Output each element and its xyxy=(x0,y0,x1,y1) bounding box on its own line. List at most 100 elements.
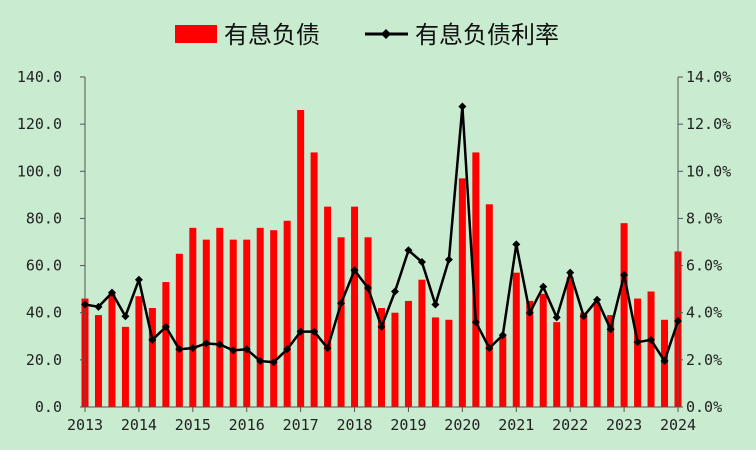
bar xyxy=(378,308,385,407)
rate-point xyxy=(161,322,170,331)
rate-point xyxy=(404,246,413,255)
bar xyxy=(243,239,251,407)
bar xyxy=(431,317,439,407)
rate-point xyxy=(256,357,265,366)
rate-point xyxy=(498,331,507,340)
bar xyxy=(229,239,237,407)
rate-point xyxy=(94,302,103,311)
bar xyxy=(620,223,628,407)
bar xyxy=(121,326,129,407)
rate-point xyxy=(81,300,89,309)
rate-point xyxy=(269,358,278,367)
rate-point xyxy=(242,345,251,354)
x-tick-label: 2017 xyxy=(283,416,319,434)
right-tick-label: 4.0% xyxy=(686,304,722,322)
rate-point xyxy=(310,327,319,336)
rate-point xyxy=(337,299,346,308)
rate-point xyxy=(593,295,602,304)
legend-label-rate: 有息负债利率 xyxy=(415,21,559,49)
bar xyxy=(337,237,345,407)
right-tick-label: 6.0% xyxy=(686,257,722,275)
bar xyxy=(445,319,453,407)
rate-point xyxy=(525,308,534,317)
bar xyxy=(607,315,615,407)
bar xyxy=(189,227,197,407)
bar xyxy=(256,227,264,407)
left-tick-label: 20.0 xyxy=(26,351,62,369)
rate-point xyxy=(431,300,440,309)
rate-point xyxy=(148,335,157,344)
rate-point xyxy=(552,313,561,322)
bar xyxy=(485,204,493,407)
bar xyxy=(135,296,143,407)
bar xyxy=(324,206,332,407)
bar xyxy=(216,227,224,407)
bar xyxy=(580,312,588,407)
rate-point xyxy=(444,255,453,264)
left-tick-label: 60.0 xyxy=(26,257,62,275)
bar xyxy=(499,336,507,407)
right-tick-label: 10.0% xyxy=(686,162,731,180)
right-tick-label: 14.0% xyxy=(686,68,731,86)
bar xyxy=(526,300,534,407)
right-tick-label: 0.0% xyxy=(686,398,722,416)
rate-point xyxy=(390,287,399,296)
x-tick-label: 2021 xyxy=(498,416,534,434)
left-tick-label: 140.0 xyxy=(17,68,62,86)
right-tick-label: 12.0% xyxy=(686,115,731,133)
rate-point xyxy=(202,339,211,348)
rate-point xyxy=(188,344,197,353)
x-tick-label: 2019 xyxy=(390,416,426,434)
rate-point xyxy=(417,258,426,267)
x-tick-label: 2018 xyxy=(336,416,372,434)
rate-point xyxy=(377,322,386,331)
rate-point xyxy=(107,288,116,297)
bar xyxy=(539,293,547,407)
left-tick-label: 40.0 xyxy=(26,304,62,322)
bar xyxy=(310,152,318,407)
bar xyxy=(175,253,183,407)
left-tick-label: 100.0 xyxy=(17,162,62,180)
rate-point xyxy=(458,102,467,111)
rate-point xyxy=(296,327,305,336)
rate-point xyxy=(121,312,130,321)
bar xyxy=(512,272,520,407)
bar xyxy=(391,312,399,407)
right-tick-label: 2.0% xyxy=(686,351,722,369)
bar xyxy=(202,239,210,407)
bar xyxy=(593,303,601,407)
x-tick-label: 2024 xyxy=(660,416,696,434)
rate-point xyxy=(660,357,669,366)
rate-point xyxy=(512,240,521,249)
rate-point xyxy=(647,335,656,344)
bar xyxy=(418,279,426,407)
bar xyxy=(283,220,291,407)
x-tick-label: 2023 xyxy=(606,416,642,434)
right-tick-label: 8.0% xyxy=(686,209,722,227)
bar xyxy=(364,237,372,407)
rate-point xyxy=(215,340,224,349)
rate-point xyxy=(175,345,184,354)
rate-point xyxy=(633,338,642,347)
bar xyxy=(404,300,412,407)
bar xyxy=(297,110,305,407)
bar xyxy=(458,178,466,407)
legend-bar-swatch xyxy=(175,25,217,43)
rate-point xyxy=(134,275,143,284)
rate-point xyxy=(485,344,494,353)
bar xyxy=(634,298,642,407)
bar xyxy=(351,206,359,407)
rate-point xyxy=(566,268,575,277)
bar xyxy=(553,322,561,407)
left-tick-label: 120.0 xyxy=(17,115,62,133)
bar xyxy=(647,291,655,407)
legend-line-marker xyxy=(381,29,391,39)
rate-point xyxy=(674,316,682,325)
rate-point xyxy=(539,282,548,291)
bar xyxy=(566,277,574,407)
bar xyxy=(94,315,102,407)
legend-label-debt: 有息负债 xyxy=(224,21,320,49)
x-tick-label: 2015 xyxy=(175,416,211,434)
